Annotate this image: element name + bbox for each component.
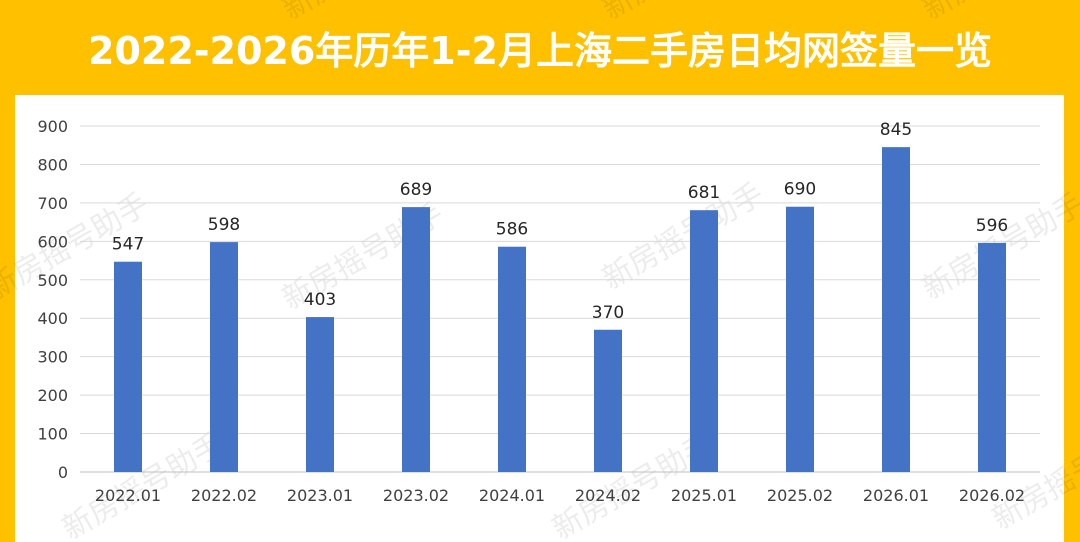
data-label: 586	[496, 220, 528, 240]
data-label: 598	[208, 215, 240, 235]
gridlines	[80, 125, 1040, 473]
data-label: 596	[976, 216, 1008, 236]
y-tick-label: 100	[37, 425, 68, 444]
data-label: 690	[784, 180, 816, 200]
watermark-text: 新房摇号助手	[597, 0, 770, 27]
data-label: 689	[400, 180, 432, 200]
y-tick-label: 900	[37, 117, 68, 136]
data-labels: 547 598 403 689 586 370 681 690 845 596	[112, 120, 1008, 323]
y-tick-label: 700	[37, 194, 68, 213]
y-tick-label: 800	[37, 155, 68, 174]
watermark-text: 新房摇号助手	[917, 0, 1080, 27]
y-axis: 0 100 200 300 400 500 600 700 800 900	[37, 117, 68, 482]
data-label: 681	[688, 183, 720, 203]
y-tick-label: 400	[37, 309, 68, 328]
x-tick-label: 2023.01	[287, 486, 353, 505]
x-tick-label: 2024.01	[479, 486, 545, 505]
x-tick-label: 2026.01	[863, 486, 929, 505]
bar-2023.01	[306, 317, 334, 472]
x-tick-label: 2024.02	[575, 486, 641, 505]
bar-2023.02	[402, 207, 430, 472]
chart-title: 2022-2026年历年1-2月上海二手房日均网签量一览	[88, 29, 992, 73]
bar-2024.01	[498, 246, 526, 472]
data-label: 845	[880, 120, 912, 140]
bar-2025.02	[786, 206, 814, 472]
x-tick-label: 2025.02	[767, 486, 833, 505]
x-tick-label: 2025.01	[671, 486, 737, 505]
x-tick-label: 2022.01	[95, 486, 161, 505]
x-axis: 2022.01 2022.02 2023.01 2023.02 2024.01 2024.…	[95, 486, 1025, 505]
x-tick-label: 2026.02	[959, 486, 1025, 505]
watermark-text: 新房摇号助手	[277, 0, 450, 27]
y-tick-label: 200	[37, 386, 68, 405]
data-label: 547	[112, 235, 144, 255]
y-tick-label: 0	[58, 463, 68, 482]
bar-2026.02	[978, 242, 1006, 472]
watermark-text: 新房摇号助手	[57, 427, 230, 542]
y-tick-label: 300	[37, 348, 68, 367]
bar-2022.02	[210, 242, 238, 472]
data-label: 370	[592, 303, 624, 323]
bar-2024.02	[594, 329, 622, 472]
y-tick-label: 600	[37, 232, 68, 251]
x-tick-label: 2023.02	[383, 486, 449, 505]
y-tick-label: 500	[37, 271, 68, 290]
bar-2022.01	[114, 261, 142, 472]
bar-2025.01	[690, 210, 718, 472]
bar-series	[114, 147, 1006, 472]
watermark-text: 新房摇号助手	[597, 177, 770, 297]
data-label: 403	[304, 290, 336, 310]
bar-2026.01	[882, 147, 910, 472]
x-tick-label: 2022.02	[191, 486, 257, 505]
